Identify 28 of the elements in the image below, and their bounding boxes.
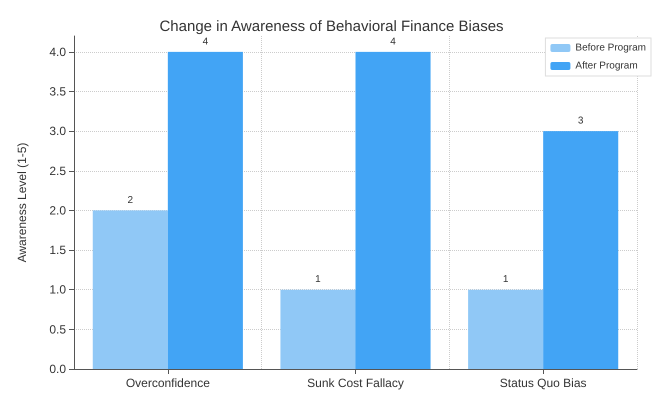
y-tick-label: 0.5 [49,322,66,336]
y-tick-label: 0.0 [49,362,66,376]
data-label: 2 [128,194,134,206]
y-tick-label: 2.5 [49,164,66,178]
x-tick-label: Status Quo Bias [500,376,587,390]
data-label: 4 [202,36,209,48]
y-tick-label: 4.0 [49,44,66,59]
data-label: 3 [578,116,584,127]
x-tick-label: Sunk Cost Fallacy [307,376,404,390]
legend-label: Before Program [575,42,646,54]
bar [92,210,168,369]
chart-title: Change in Awareness of Behavioral Finance Biases [159,18,504,35]
y-tick-label: 3.5 [49,84,66,98]
y-tick-label: 2.0 [49,203,66,218]
data-label: 1 [315,274,322,286]
legend-label: After Program [575,60,638,72]
bar [356,52,431,369]
y-tick-label: 3.0 [49,124,66,138]
data-label: 4 [390,36,396,48]
bar [468,290,544,369]
bar [168,52,243,369]
y-tick-label: 1.5 [49,243,66,258]
data-label: 1 [502,274,509,286]
x-tick-label: Overconfidence [126,376,210,390]
y-axis-title: Awareness Level (1-5) [15,142,29,262]
y-tick-label: 1.0 [49,282,66,297]
bar [280,290,356,369]
bar [543,131,618,369]
